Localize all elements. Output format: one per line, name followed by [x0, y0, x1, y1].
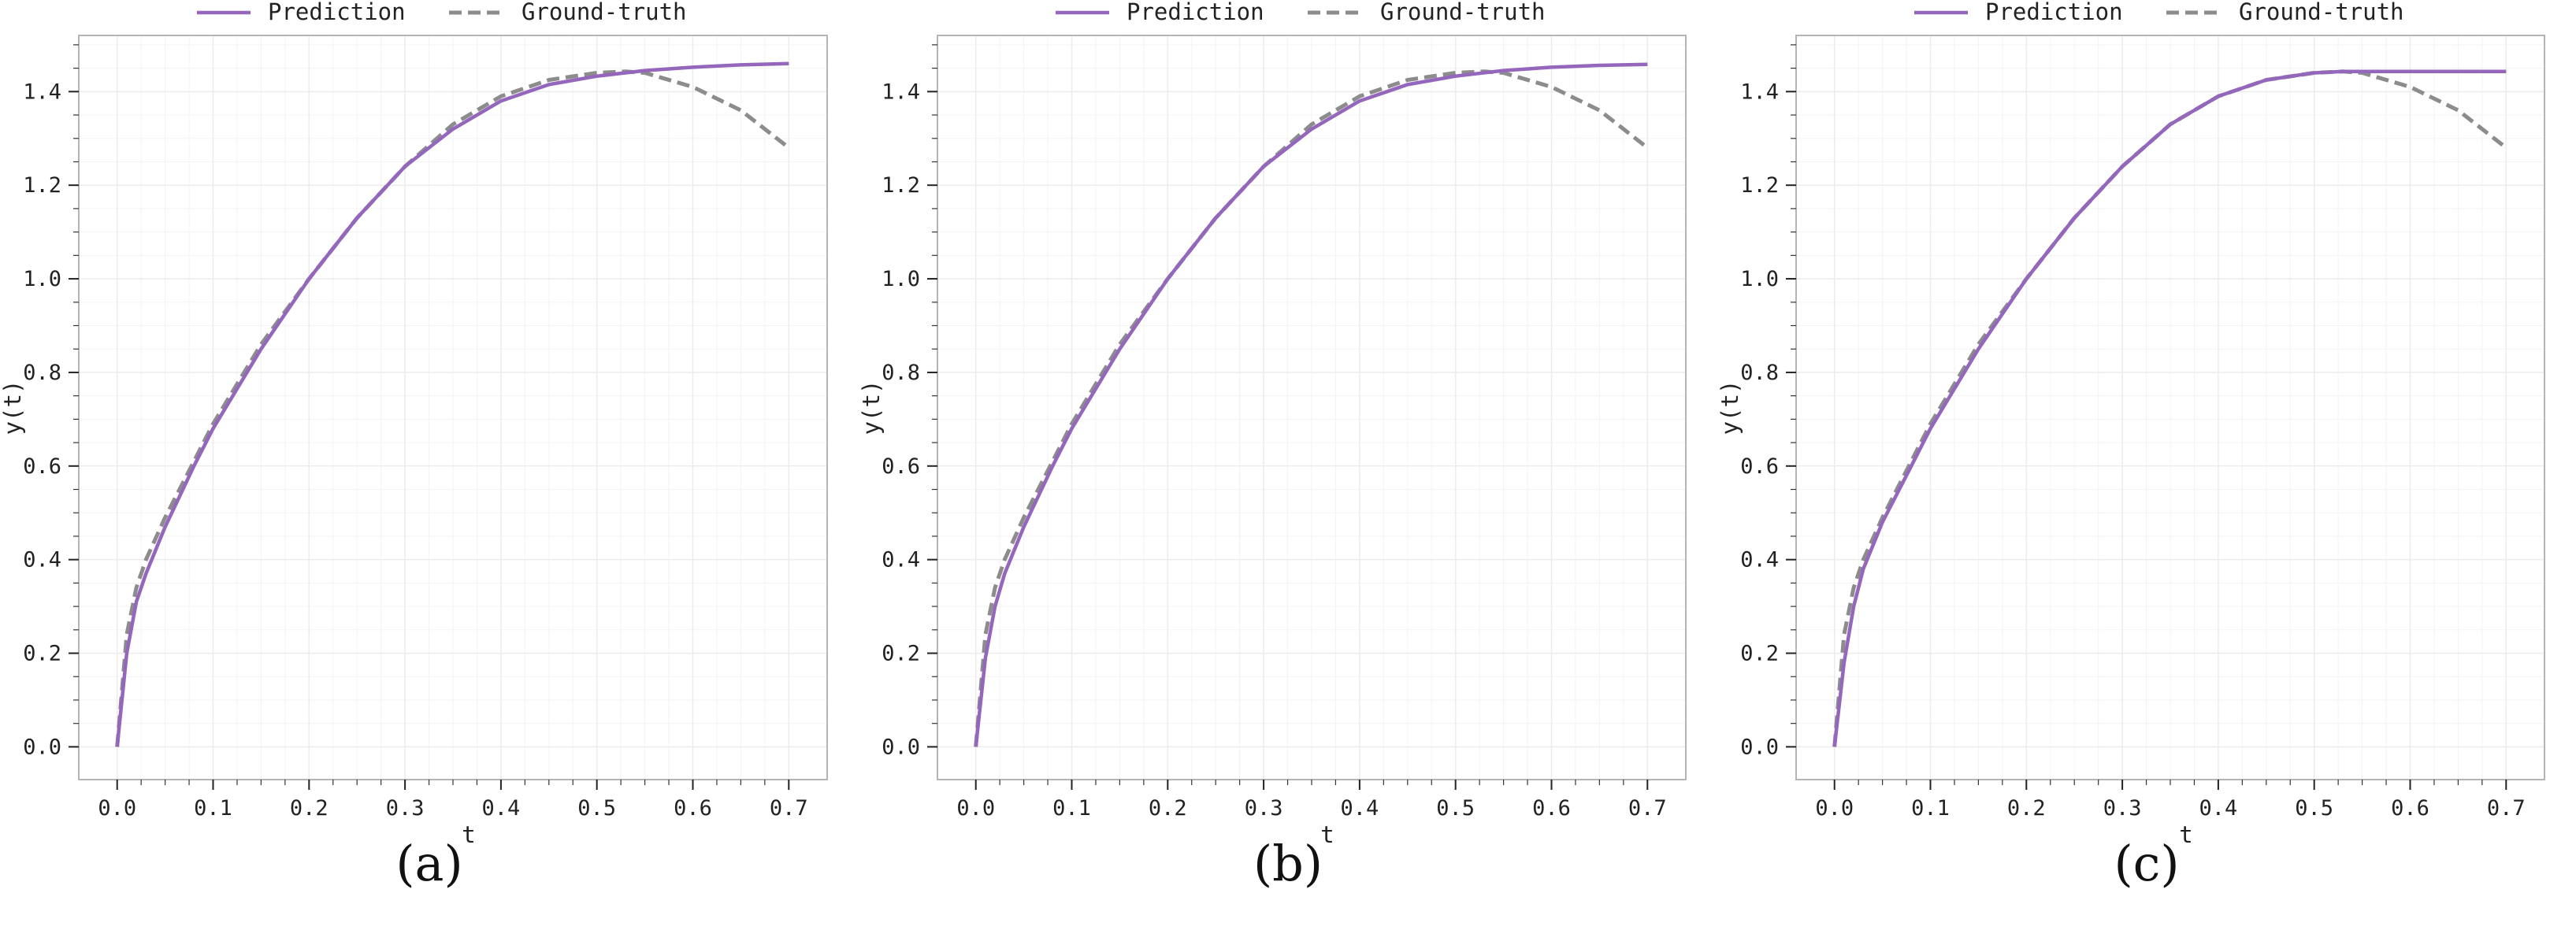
y-tick-label: 1.4 — [882, 80, 920, 104]
series-line-prediction — [1832, 69, 2507, 747]
panel-label-c: (c) — [2114, 835, 2180, 892]
y-axis-label: y(t) — [0, 380, 26, 435]
x-tick-label: 0.1 — [1911, 796, 1950, 821]
x-tick-label: 0.1 — [194, 796, 232, 821]
x-tick-label: 0.4 — [1341, 796, 1379, 821]
y-tick-label: 0.4 — [23, 548, 61, 572]
y-tick-label: 0.4 — [882, 548, 920, 572]
y-tick-label: 1.0 — [23, 267, 61, 291]
legend-label-prediction: Prediction — [1985, 0, 2123, 25]
x-tick-label: 0.2 — [290, 796, 328, 821]
chart-b: 0.0 0.1 0.2 0.3 0.4 0.5 0.6 0.7 0.0 0.2 0.4 0.6 0.8 1… — [859, 0, 1687, 848]
axes: 0.0 0.1 0.2 0.3 0.4 0.5 0.6 0.7 0.0 0.2 0.4 0.6 0.8 1… — [1740, 44, 2526, 821]
panel-label-b: (b) — [1253, 835, 1323, 892]
x-tick-label: 0.0 — [98, 796, 136, 821]
x-tick-label: 0.5 — [577, 796, 616, 821]
y-tick-label: 1.4 — [23, 80, 61, 104]
axes: 0.0 0.1 0.2 0.3 0.4 0.5 0.6 0.7 0.0 0.2 0.4 0.6 0.8 1… — [23, 44, 808, 821]
panel-a: 0.0 0.1 0.2 0.3 0.4 0.5 0.6 0.7 0.0 0.2 0.4 0.6 0.8 1… — [0, 0, 859, 930]
y-tick-label: 1.0 — [1740, 267, 1779, 291]
grid — [1796, 35, 2544, 780]
y-tick-label: 0.2 — [23, 642, 61, 666]
y-axis-label: y(t) — [859, 380, 885, 435]
x-tick-label: 0.5 — [2295, 796, 2333, 821]
grid — [79, 35, 827, 780]
y-tick-label: 0.6 — [882, 454, 920, 479]
series-line-prediction — [974, 62, 1648, 747]
y-tick-label: 0.2 — [882, 642, 920, 666]
y-tick-label: 1.0 — [882, 267, 920, 291]
x-axis-label: t — [462, 821, 475, 848]
x-tick-label: 0.2 — [2007, 796, 2046, 821]
x-tick-label: 0.2 — [1149, 796, 1187, 821]
x-tick-label: 0.3 — [2103, 796, 2142, 821]
chart-c: 0.0 0.1 0.2 0.3 0.4 0.5 0.6 0.7 0.0 0.2 0.4 0.6 0.8 1… — [1717, 0, 2545, 848]
y-tick-label: 1.4 — [1740, 80, 1779, 104]
x-tick-label: 0.5 — [1436, 796, 1475, 821]
x-tick-label: 0.6 — [674, 796, 712, 821]
x-tick-label: 0.7 — [2487, 796, 2526, 821]
y-axis-label: y(t) — [1717, 380, 1743, 435]
y-tick-label: 0.8 — [23, 361, 61, 385]
x-axis-label: t — [1320, 821, 1334, 848]
y-tick-label: 0.8 — [1740, 361, 1779, 385]
y-tick-label: 1.2 — [23, 173, 61, 198]
x-tick-label: 0.0 — [956, 796, 995, 821]
legend-label-ground-truth: Ground-truth — [2239, 0, 2404, 25]
x-tick-label: 0.0 — [1815, 796, 1854, 821]
x-tick-label: 0.6 — [1532, 796, 1571, 821]
x-tick-label: 0.3 — [386, 796, 425, 821]
legend-label-ground-truth: Ground-truth — [1380, 0, 1546, 25]
y-tick-label: 0.0 — [23, 735, 61, 759]
x-tick-label: 0.4 — [482, 796, 521, 821]
y-tick-label: 0.0 — [1740, 735, 1779, 759]
legend-label-prediction: Prediction — [268, 0, 406, 25]
y-tick-label: 0.4 — [1740, 548, 1779, 572]
series-line-prediction — [115, 61, 789, 747]
x-tick-label: 0.7 — [1628, 796, 1667, 821]
x-axis-label: t — [2179, 821, 2192, 848]
y-tick-label: 0.6 — [1740, 454, 1779, 479]
y-tick-label: 0.2 — [1740, 642, 1779, 666]
legend: Prediction Ground-truth — [1056, 0, 1546, 25]
x-tick-label: 0.7 — [770, 796, 808, 821]
y-tick-label: 1.2 — [1740, 173, 1779, 198]
legend-label-prediction: Prediction — [1127, 0, 1264, 25]
panel-c: 0.0 0.1 0.2 0.3 0.4 0.5 0.6 0.7 0.0 0.2 0.4 0.6 0.8 1… — [1717, 0, 2576, 930]
legend: Prediction Ground-truth — [197, 0, 687, 25]
x-tick-label: 0.1 — [1052, 796, 1091, 821]
legend: Prediction Ground-truth — [1914, 0, 2404, 25]
x-tick-label: 0.3 — [1245, 796, 1283, 821]
y-tick-label: 0.6 — [23, 454, 61, 479]
panel-label-a: (a) — [395, 835, 463, 892]
panel-b: 0.0 0.1 0.2 0.3 0.4 0.5 0.6 0.7 0.0 0.2 0.4 0.6 0.8 1… — [859, 0, 1717, 930]
y-tick-label: 0.0 — [882, 735, 920, 759]
axes: 0.0 0.1 0.2 0.3 0.4 0.5 0.6 0.7 0.0 0.2 0.4 0.6 0.8 1… — [882, 44, 1667, 821]
grid — [937, 35, 1686, 780]
y-tick-label: 1.2 — [882, 173, 920, 198]
legend-label-ground-truth: Ground-truth — [522, 0, 687, 25]
x-tick-label: 0.6 — [2391, 796, 2429, 821]
y-tick-label: 0.8 — [882, 361, 920, 385]
x-tick-label: 0.4 — [2199, 796, 2238, 821]
chart-a: 0.0 0.1 0.2 0.3 0.4 0.5 0.6 0.7 0.0 0.2 0.4 0.6 0.8 1… — [0, 0, 828, 848]
